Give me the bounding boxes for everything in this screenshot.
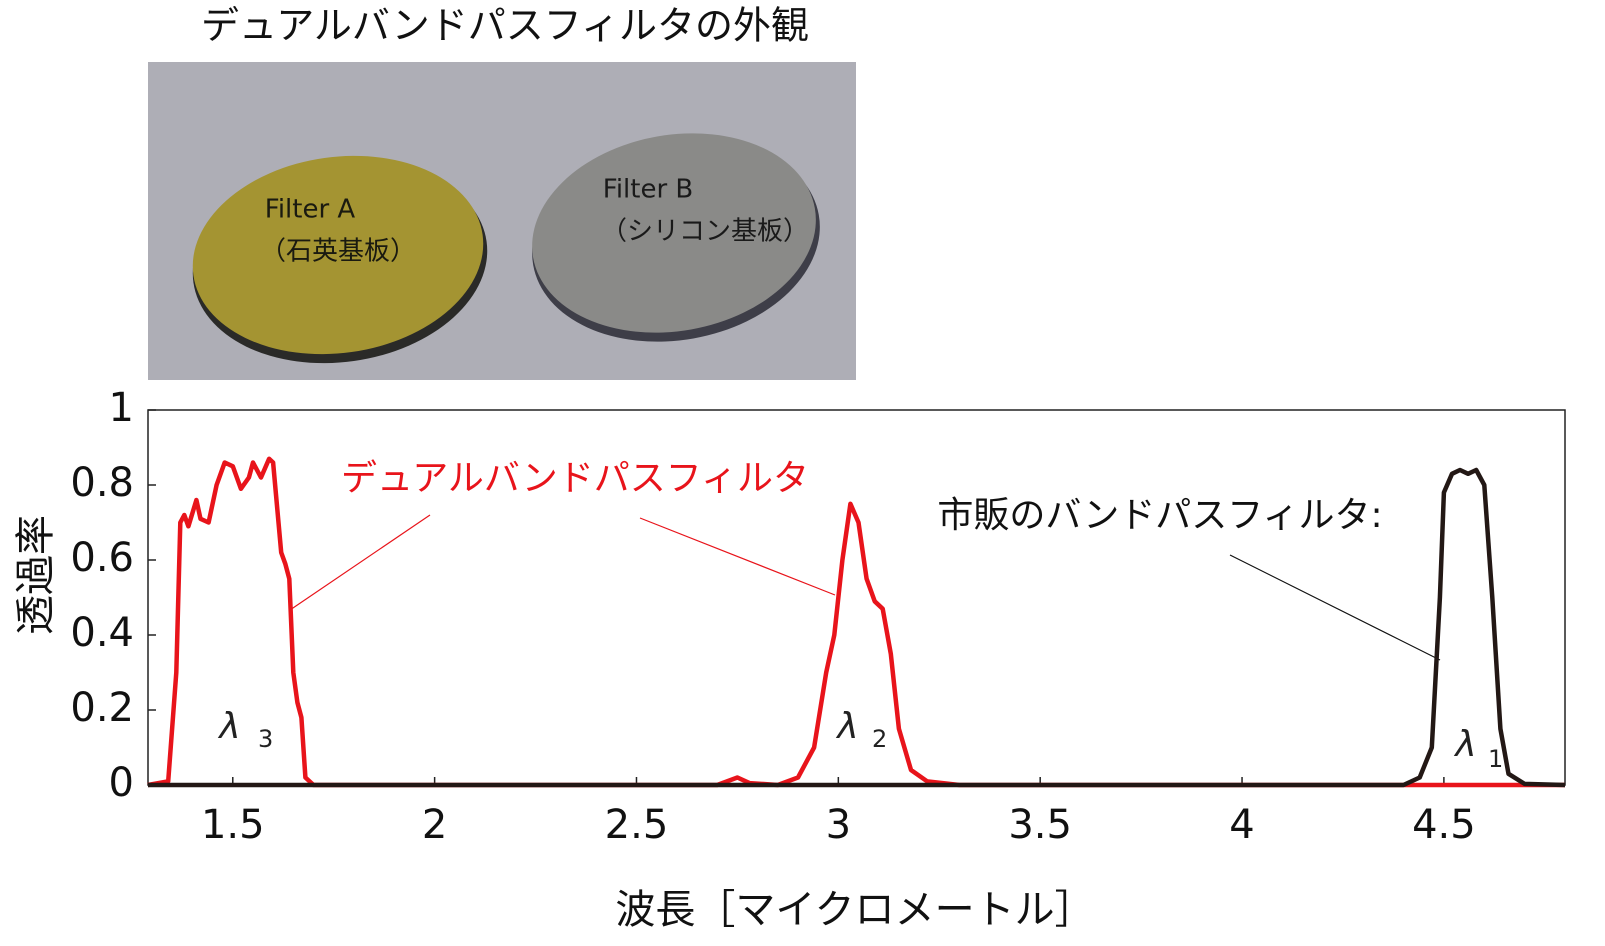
band-label-subscript: 3 (258, 725, 273, 753)
filter-b-disc (532, 133, 816, 333)
band-label: λ (1453, 724, 1476, 765)
photo: Filter A （石英基板） Filter B （シリコン基板） (148, 62, 856, 380)
band-label-subscript: 2 (872, 725, 887, 753)
annotation: デュアルバンドパスフィルタ (341, 458, 809, 499)
leader-line (639, 517, 836, 596)
x-tick-label: 3 (826, 802, 851, 848)
x-tick-label: 1.5 (201, 802, 265, 848)
y-tick-label: 0 (109, 760, 134, 806)
filter-label: Filter B (603, 175, 694, 205)
x-tick-label: 2 (422, 802, 447, 848)
y-tick-label: 0.2 (70, 685, 134, 731)
band-label: λ (217, 706, 240, 747)
leader-line (1229, 554, 1441, 661)
x-tick-label: 4 (1229, 802, 1254, 848)
photo-caption: デュアルバンドパスフィルタの外観 (201, 4, 809, 48)
band-label: λ (835, 706, 858, 747)
filter-label: Filter A (265, 195, 356, 225)
band-label-subscript: 1 (1488, 745, 1503, 773)
y-tick-label: 0.6 (70, 535, 134, 581)
x-tick-label: 4.5 (1412, 802, 1476, 848)
series-line (147, 456, 1565, 788)
x-tick-label: 2.5 (605, 802, 669, 848)
filter-a-disc (192, 155, 484, 355)
y-tick-label: 0.8 (70, 460, 134, 506)
filter-substrate: （シリコン基板） (601, 217, 809, 247)
annotation: 市販のバンドパスフィルタ: (937, 495, 1382, 536)
filter-substrate: （石英基板） (260, 237, 416, 267)
leader-line (289, 514, 431, 611)
x-tick-label: 3.5 (1008, 802, 1072, 848)
y-tick-label: 1 (109, 385, 134, 431)
y-tick-label: 0.4 (70, 610, 134, 656)
series-line (148, 467, 1566, 788)
x-axis-label: 波長［マイクロメートル］ (615, 887, 1094, 933)
y-axis-label: 透過率 (13, 515, 59, 635)
